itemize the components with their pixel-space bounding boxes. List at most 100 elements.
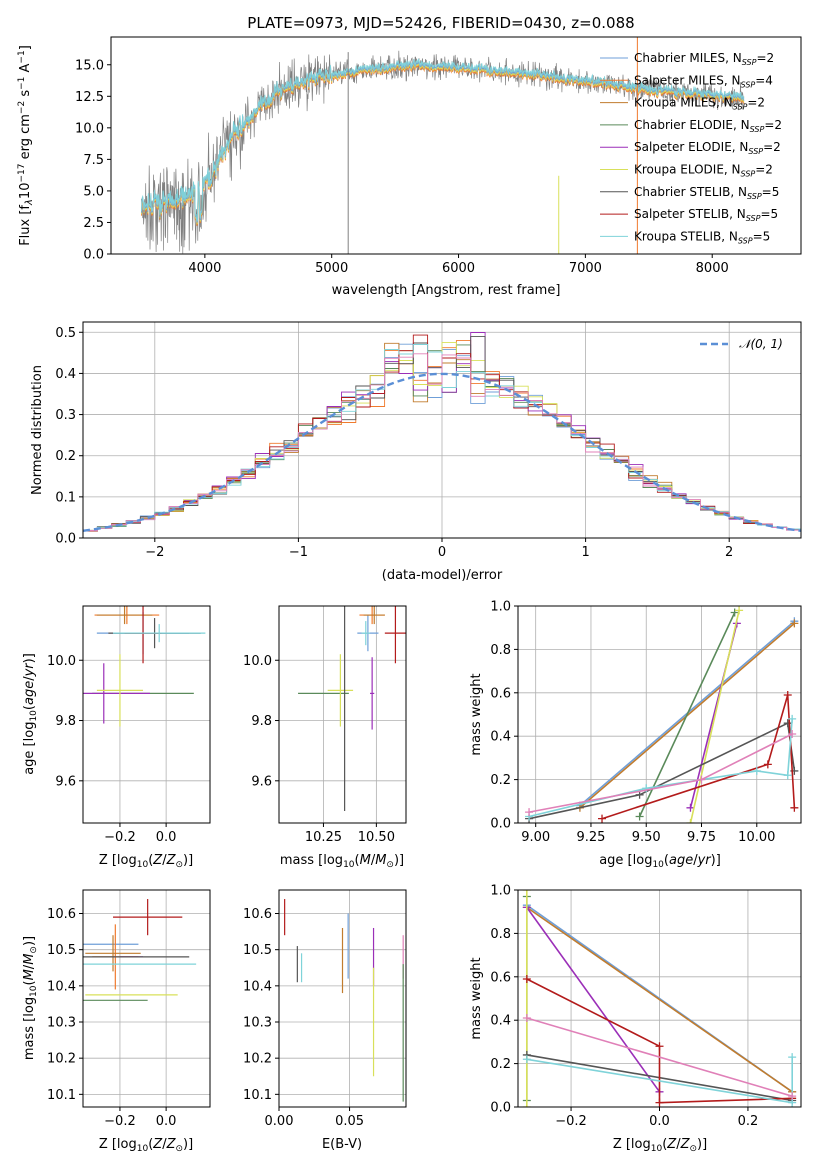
weight-marker: [752, 766, 761, 775]
label-part: A: [18, 63, 33, 76]
y-tick-label: 10.2: [243, 1052, 272, 1067]
spectrum-frame: [110, 36, 802, 255]
label-part: 10: [343, 860, 355, 870]
label-part: SSP: [742, 58, 757, 67]
label-part: Salpeter MILES, N: [634, 73, 741, 87]
label-part: −2: [17, 101, 27, 114]
legend-entry: Chabrier MILES, NSSP=2: [634, 51, 774, 67]
y-tick-label: 12.5: [75, 90, 104, 105]
label-part: ⊙: [29, 946, 39, 954]
weight-marker: [783, 690, 792, 699]
y-tick-label: 5.0: [83, 184, 104, 199]
label-part: (: [662, 1137, 667, 1152]
label-part: ⊙: [175, 1144, 183, 1154]
label-part: 10: [137, 860, 149, 870]
age-vs-Z-frame: [82, 605, 211, 824]
label-part: 10: [137, 1144, 149, 1154]
weight-marker: [686, 803, 695, 812]
y-tick-label: 0.4: [55, 367, 76, 382]
legend-entry: Chabrier STELIB, NSSP=5: [634, 185, 779, 201]
label-part: age: [22, 681, 37, 705]
label-part: =2: [755, 163, 773, 177]
weight-marker: [783, 771, 792, 780]
y-tick-label: 10.5: [243, 943, 272, 958]
label-part: =5: [753, 229, 771, 243]
legend-entry: Kroupa STELIB, NSSP=5: [634, 229, 770, 245]
label-part: Salpeter ELODIE, N: [634, 140, 748, 154]
label-part: 10: [29, 985, 39, 997]
label-part: =2: [764, 118, 782, 132]
weight-marker: [697, 775, 706, 784]
legend-entry: Salpeter MILES, NSSP=4: [634, 73, 773, 89]
y-tick-label: 1.0: [490, 884, 511, 899]
histogram-frame: [82, 321, 802, 539]
label-part: =5: [762, 185, 780, 199]
weight-marker: [655, 1042, 664, 1051]
spectrum-x-label: wavelength [Angstrom, rest frame]: [332, 283, 561, 298]
y-tick-label: 0.4: [490, 730, 511, 745]
x-tick-label: 0: [438, 545, 446, 560]
label-part: M: [22, 969, 37, 980]
y-tick-label: 7.5: [83, 153, 104, 168]
plot-area-residuals: [83, 332, 801, 532]
label-part: )]: [697, 1137, 707, 1152]
label-part: Kroupa MILES, N: [634, 96, 733, 110]
mass-vs-EBV-x-label: E(B-V): [322, 1137, 362, 1152]
label-part: =2: [747, 96, 765, 110]
y-tick-label: 0.0: [490, 817, 511, 832]
weight-line-salpeter-stelib: [601, 694, 796, 820]
label-part: Z [log: [99, 1137, 137, 1152]
label-part: M: [360, 853, 371, 868]
y-tick-label: 9.8: [251, 714, 272, 729]
label-part: )]: [22, 653, 37, 663]
label-part: =2: [756, 51, 774, 65]
label-part: 10: [651, 1144, 663, 1154]
label-part: (: [148, 853, 153, 868]
weight-marker: [788, 714, 797, 723]
label-part: /: [676, 1137, 681, 1152]
mass-vs-Z-y-label: mass [log10(M/M⊙)]: [22, 936, 39, 1060]
label-part: )]: [394, 853, 404, 868]
x-tick-label: 0.0: [156, 1114, 177, 1129]
label-part: Z [log: [99, 853, 137, 868]
x-tick-label: 5000: [315, 261, 348, 276]
y-tick-label: 0.2: [55, 449, 76, 464]
x-tick-label: 4000: [188, 261, 221, 276]
axes-residuals: −2 −1 0 1 2 0.0 0.1 0.2 0.3 0.4 0.5 𝒩(0, 1) (data-mo…: [30, 321, 802, 583]
age-vs-Z-y-label: age [log10(age/yr)]: [22, 653, 39, 775]
label-part: Chabrier MILES, N: [634, 51, 742, 65]
y-tick-label: 9.6: [251, 774, 272, 789]
x-tick-label: 0.2: [738, 1114, 759, 1129]
label-part: yr: [697, 853, 713, 868]
histogram-x-label: (data-model)/error: [382, 568, 503, 583]
label-part: =2: [763, 140, 781, 154]
weight-marker: [763, 760, 772, 769]
label-part: M: [22, 954, 37, 965]
age-vs-Z-x-label: Z [log10(Z/Z⊙)]: [99, 853, 193, 870]
label-part: SSP: [741, 80, 756, 89]
y-tick-label: 0.8: [490, 643, 511, 658]
weight-line-chabrier-elodie: [638, 612, 736, 817]
y-tick-label: 0.1: [55, 490, 76, 505]
x-tick-label: −1: [289, 545, 308, 560]
weight-marker: [655, 1098, 664, 1107]
label-part: mass [log: [22, 997, 37, 1060]
axes-age-vs-Z: −0.2 0.09.69.810.0Z [log10(Z/Z⊙)]age [log…: [22, 605, 211, 870]
y-tick-label: 0.8: [490, 927, 511, 942]
legend-entry: Salpeter STELIB, NSSP=5: [634, 207, 778, 223]
y-tick-label: 10.4: [243, 979, 272, 994]
label-part: )]: [22, 936, 37, 946]
label-part: ⊙: [175, 860, 183, 870]
y-tick-label: 0.4: [490, 1014, 511, 1029]
weight-marker: [686, 819, 695, 823]
weight-marker: [525, 808, 534, 817]
label-part: (: [22, 980, 37, 985]
x-tick-label: 7000: [569, 261, 602, 276]
y-tick-label: 9.6: [55, 774, 76, 789]
y-tick-label: 0.3: [55, 408, 76, 423]
label-part: M: [375, 853, 386, 868]
x-tick-label: 10.25: [305, 830, 342, 845]
y-tick-label: 0.5: [55, 326, 76, 341]
weight-marker: [522, 1055, 531, 1064]
y-tick-label: 0.2: [490, 1057, 511, 1072]
